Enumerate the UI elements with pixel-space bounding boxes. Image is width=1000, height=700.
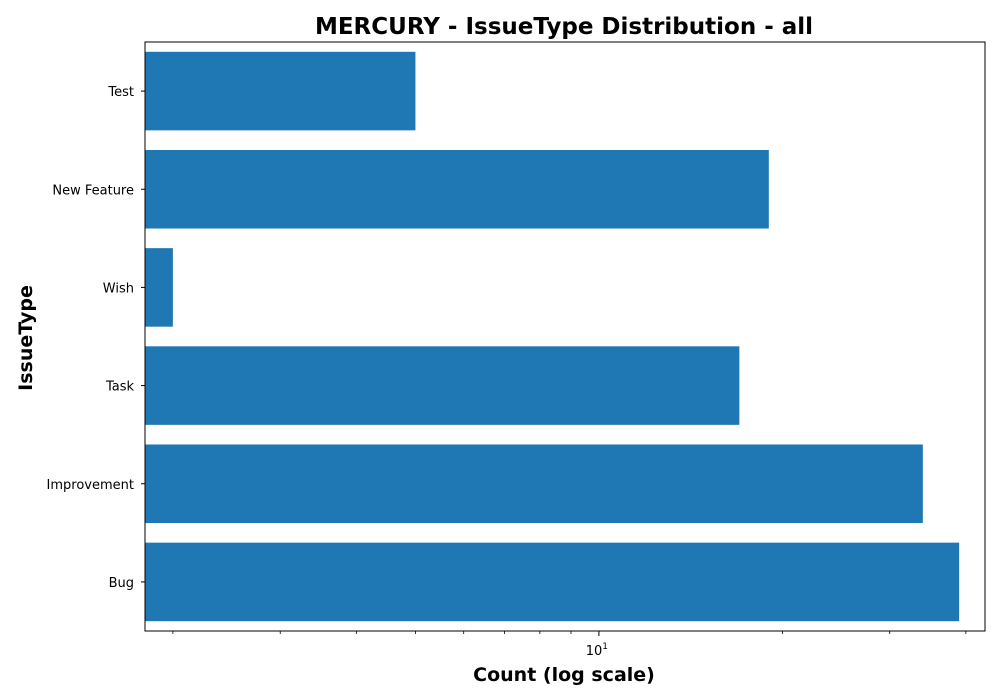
y-tick-label-test: Test xyxy=(107,85,134,100)
bar-wish xyxy=(145,248,173,327)
x-axis-label: Count (log scale) xyxy=(473,664,655,686)
bar-improvement xyxy=(145,444,923,524)
y-tick-label-new-feature: New Feature xyxy=(52,183,134,198)
y-axis-ticks: Bug Improvement Task Wish New Feature Test xyxy=(47,85,145,591)
y-tick-label-bug: Bug xyxy=(109,576,134,591)
bar-task xyxy=(145,346,740,425)
y-tick-label-task: Task xyxy=(105,380,135,395)
bar-new-feature xyxy=(145,149,769,229)
y-tick-label-improvement: Improvement xyxy=(47,478,134,493)
y-tick-label-wish: Wish xyxy=(103,281,134,296)
chart-title: MERCURY - IssueType Distribution - all xyxy=(315,14,813,40)
bar-bug xyxy=(145,542,960,622)
plot-frame xyxy=(144,41,986,632)
bars-group xyxy=(145,51,960,622)
bar-test xyxy=(145,51,416,131)
y-axis-label: IssueType xyxy=(15,285,37,391)
